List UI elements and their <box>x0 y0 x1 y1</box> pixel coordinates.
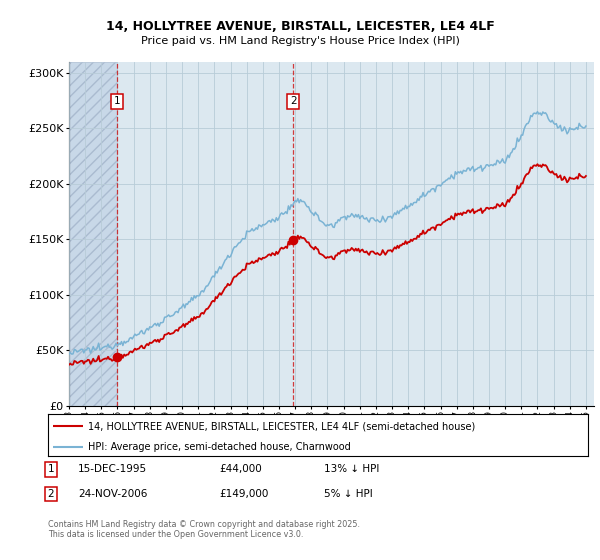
Text: Price paid vs. HM Land Registry's House Price Index (HPI): Price paid vs. HM Land Registry's House … <box>140 36 460 46</box>
Text: 13% ↓ HPI: 13% ↓ HPI <box>324 464 379 474</box>
Text: Contains HM Land Registry data © Crown copyright and database right 2025.
This d: Contains HM Land Registry data © Crown c… <box>48 520 360 539</box>
Text: 1: 1 <box>113 96 120 106</box>
Text: 15-DEC-1995: 15-DEC-1995 <box>78 464 147 474</box>
Text: HPI: Average price, semi-detached house, Charnwood: HPI: Average price, semi-detached house,… <box>89 442 351 452</box>
Text: 1: 1 <box>47 464 55 474</box>
Text: 24-NOV-2006: 24-NOV-2006 <box>78 489 148 499</box>
Text: 2: 2 <box>47 489 55 499</box>
Bar <box>69 62 117 406</box>
Text: 5% ↓ HPI: 5% ↓ HPI <box>324 489 373 499</box>
Text: 14, HOLLYTREE AVENUE, BIRSTALL, LEICESTER, LE4 4LF (semi-detached house): 14, HOLLYTREE AVENUE, BIRSTALL, LEICESTE… <box>89 421 476 431</box>
Text: 2: 2 <box>290 96 296 106</box>
Text: £44,000: £44,000 <box>219 464 262 474</box>
Text: 14, HOLLYTREE AVENUE, BIRSTALL, LEICESTER, LE4 4LF: 14, HOLLYTREE AVENUE, BIRSTALL, LEICESTE… <box>106 20 494 32</box>
Text: £149,000: £149,000 <box>219 489 268 499</box>
